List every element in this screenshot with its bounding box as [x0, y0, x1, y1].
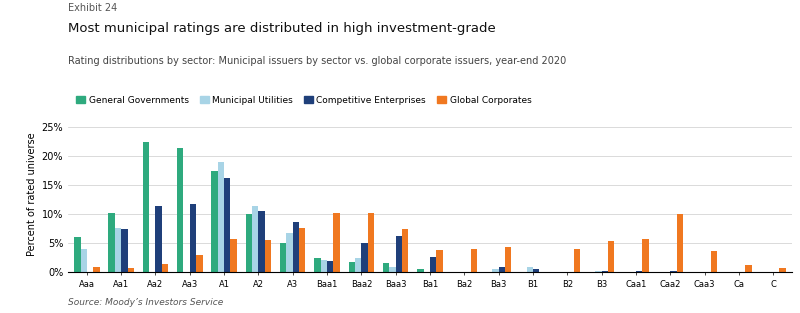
- Bar: [436, 250, 442, 272]
- Bar: [230, 239, 237, 272]
- Bar: [498, 266, 505, 272]
- Bar: [299, 228, 306, 272]
- Bar: [636, 271, 642, 272]
- Bar: [162, 264, 168, 272]
- Bar: [218, 162, 224, 272]
- Bar: [246, 214, 252, 272]
- Bar: [258, 211, 265, 272]
- Bar: [595, 271, 602, 272]
- Bar: [492, 269, 498, 272]
- Bar: [396, 236, 402, 272]
- Bar: [81, 249, 87, 272]
- Legend: General Governments, Municipal Utilities, Competitive Enterprises, Global Corpor: General Governments, Municipal Utilities…: [73, 92, 535, 108]
- Text: Source: Moody’s Investors Service: Source: Moody’s Investors Service: [68, 298, 223, 307]
- Bar: [155, 206, 162, 272]
- Bar: [642, 239, 649, 272]
- Bar: [177, 148, 183, 272]
- Bar: [94, 266, 99, 272]
- Bar: [608, 241, 614, 272]
- Bar: [390, 266, 396, 272]
- Bar: [286, 233, 293, 272]
- Bar: [470, 249, 477, 272]
- Bar: [745, 265, 751, 272]
- Text: Exhibit 24: Exhibit 24: [68, 3, 118, 13]
- Bar: [115, 228, 121, 272]
- Bar: [190, 204, 196, 272]
- Bar: [533, 269, 539, 272]
- Bar: [402, 229, 408, 272]
- Bar: [355, 258, 362, 272]
- Bar: [327, 261, 334, 272]
- Bar: [321, 260, 327, 272]
- Bar: [293, 223, 299, 272]
- Bar: [670, 271, 677, 272]
- Bar: [430, 257, 436, 272]
- Bar: [314, 259, 321, 272]
- Bar: [505, 247, 511, 272]
- Bar: [196, 255, 202, 272]
- Bar: [280, 243, 286, 272]
- Bar: [602, 270, 608, 272]
- Bar: [224, 178, 230, 272]
- Text: Rating distributions by sector: Municipal issuers by sector vs. global corporate: Rating distributions by sector: Municipa…: [68, 56, 566, 66]
- Bar: [334, 213, 340, 272]
- Bar: [349, 262, 355, 272]
- Text: Most municipal ratings are distributed in high investment-grade: Most municipal ratings are distributed i…: [68, 22, 496, 35]
- Bar: [127, 268, 134, 272]
- Bar: [368, 213, 374, 272]
- Bar: [143, 142, 149, 272]
- Bar: [711, 251, 717, 272]
- Bar: [265, 240, 271, 272]
- Y-axis label: Percent of rated universe: Percent of rated universe: [27, 132, 38, 256]
- Bar: [109, 213, 115, 272]
- Bar: [211, 171, 218, 272]
- Bar: [362, 243, 368, 272]
- Bar: [121, 229, 127, 272]
- Bar: [779, 268, 786, 272]
- Bar: [677, 214, 683, 272]
- Bar: [526, 266, 533, 272]
- Bar: [383, 263, 390, 272]
- Bar: [74, 237, 81, 272]
- Bar: [574, 249, 580, 272]
- Bar: [418, 269, 424, 272]
- Bar: [252, 206, 258, 272]
